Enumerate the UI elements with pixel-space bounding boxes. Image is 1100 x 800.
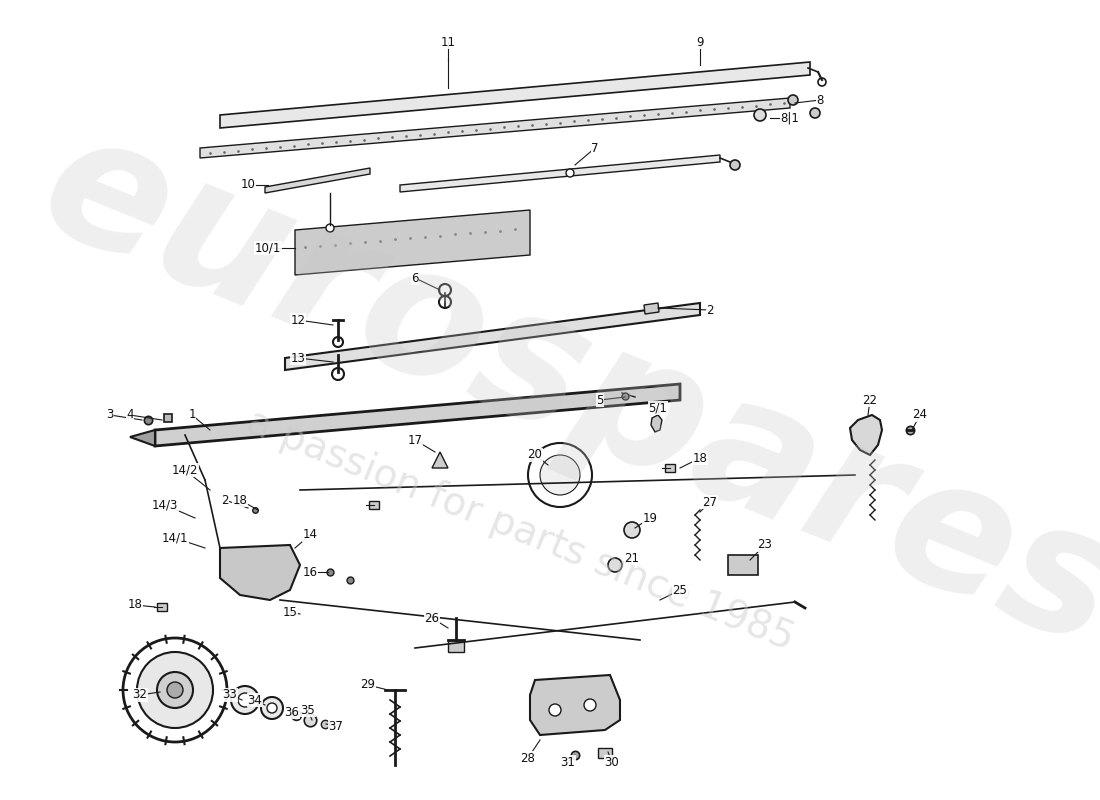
Circle shape bbox=[540, 455, 580, 495]
Circle shape bbox=[754, 109, 766, 121]
Text: 37: 37 bbox=[329, 719, 343, 733]
Text: 20: 20 bbox=[528, 449, 542, 462]
FancyBboxPatch shape bbox=[368, 501, 379, 509]
FancyBboxPatch shape bbox=[448, 640, 464, 652]
Text: 1: 1 bbox=[188, 409, 196, 422]
Text: 10/1: 10/1 bbox=[255, 242, 282, 254]
Polygon shape bbox=[651, 415, 662, 432]
Text: 19: 19 bbox=[642, 511, 658, 525]
Text: 3: 3 bbox=[107, 409, 113, 422]
Text: 7: 7 bbox=[592, 142, 598, 154]
Text: 16: 16 bbox=[302, 566, 318, 578]
Circle shape bbox=[608, 558, 622, 572]
Polygon shape bbox=[400, 155, 720, 192]
Text: 5: 5 bbox=[596, 394, 604, 406]
Text: 34: 34 bbox=[248, 694, 263, 706]
Circle shape bbox=[157, 672, 192, 708]
FancyBboxPatch shape bbox=[728, 555, 758, 575]
Text: 6: 6 bbox=[411, 271, 419, 285]
Text: 21: 21 bbox=[625, 551, 639, 565]
Polygon shape bbox=[220, 545, 300, 600]
Polygon shape bbox=[155, 384, 680, 446]
Circle shape bbox=[528, 443, 592, 507]
Polygon shape bbox=[644, 303, 659, 314]
Circle shape bbox=[788, 95, 798, 105]
FancyBboxPatch shape bbox=[666, 464, 675, 472]
Circle shape bbox=[333, 337, 343, 347]
Circle shape bbox=[810, 108, 820, 118]
Circle shape bbox=[439, 284, 451, 296]
Text: 18: 18 bbox=[128, 598, 142, 611]
Text: 35: 35 bbox=[300, 703, 316, 717]
Polygon shape bbox=[295, 210, 530, 275]
Circle shape bbox=[730, 160, 740, 170]
Text: 24: 24 bbox=[913, 409, 927, 422]
Text: 33: 33 bbox=[222, 689, 238, 702]
Text: 22: 22 bbox=[862, 394, 878, 406]
Circle shape bbox=[231, 686, 258, 714]
Text: a passion for parts since 1985: a passion for parts since 1985 bbox=[241, 402, 800, 658]
Circle shape bbox=[167, 682, 183, 698]
Text: 4: 4 bbox=[126, 409, 134, 422]
Text: 5/1: 5/1 bbox=[649, 402, 668, 414]
Text: 11: 11 bbox=[440, 35, 455, 49]
Text: 26: 26 bbox=[425, 611, 440, 625]
Text: 18: 18 bbox=[693, 451, 707, 465]
Text: 30: 30 bbox=[605, 755, 619, 769]
Text: 29: 29 bbox=[361, 678, 375, 691]
Polygon shape bbox=[265, 168, 370, 193]
Text: 14/3: 14/3 bbox=[152, 498, 178, 511]
Circle shape bbox=[584, 699, 596, 711]
Text: 12: 12 bbox=[290, 314, 306, 326]
Text: 17: 17 bbox=[407, 434, 422, 446]
Text: 10: 10 bbox=[241, 178, 255, 191]
Polygon shape bbox=[285, 303, 700, 370]
Text: 9: 9 bbox=[696, 35, 704, 49]
Text: 23: 23 bbox=[758, 538, 772, 551]
Circle shape bbox=[238, 693, 252, 707]
Circle shape bbox=[549, 704, 561, 716]
Text: 15: 15 bbox=[283, 606, 297, 618]
Polygon shape bbox=[530, 675, 620, 735]
Text: 14/1: 14/1 bbox=[162, 531, 188, 545]
Text: 25: 25 bbox=[672, 583, 688, 597]
Text: 14: 14 bbox=[302, 529, 318, 542]
Text: 8: 8 bbox=[816, 94, 824, 106]
Text: 28: 28 bbox=[520, 751, 536, 765]
Circle shape bbox=[624, 522, 640, 538]
FancyBboxPatch shape bbox=[598, 748, 612, 758]
Text: 14/2: 14/2 bbox=[172, 463, 198, 477]
Polygon shape bbox=[220, 62, 810, 128]
Circle shape bbox=[566, 169, 574, 177]
Polygon shape bbox=[200, 98, 790, 158]
Circle shape bbox=[267, 703, 277, 713]
Text: 8|1: 8|1 bbox=[781, 111, 800, 125]
Text: eurospares: eurospares bbox=[18, 94, 1100, 686]
Text: 32: 32 bbox=[133, 689, 147, 702]
Circle shape bbox=[123, 638, 227, 742]
Circle shape bbox=[261, 697, 283, 719]
FancyBboxPatch shape bbox=[157, 603, 167, 611]
Circle shape bbox=[326, 224, 334, 232]
Text: 18: 18 bbox=[232, 494, 248, 506]
Text: 13: 13 bbox=[290, 351, 306, 365]
Circle shape bbox=[332, 368, 344, 380]
Polygon shape bbox=[130, 430, 155, 446]
Text: 27: 27 bbox=[703, 495, 717, 509]
Circle shape bbox=[818, 78, 826, 86]
Polygon shape bbox=[850, 415, 882, 455]
Text: 31: 31 bbox=[561, 755, 575, 769]
Circle shape bbox=[138, 652, 213, 728]
Text: 2: 2 bbox=[221, 494, 229, 506]
Text: 36: 36 bbox=[285, 706, 299, 718]
Polygon shape bbox=[432, 452, 448, 468]
Text: 2: 2 bbox=[706, 303, 714, 317]
Circle shape bbox=[439, 296, 451, 308]
